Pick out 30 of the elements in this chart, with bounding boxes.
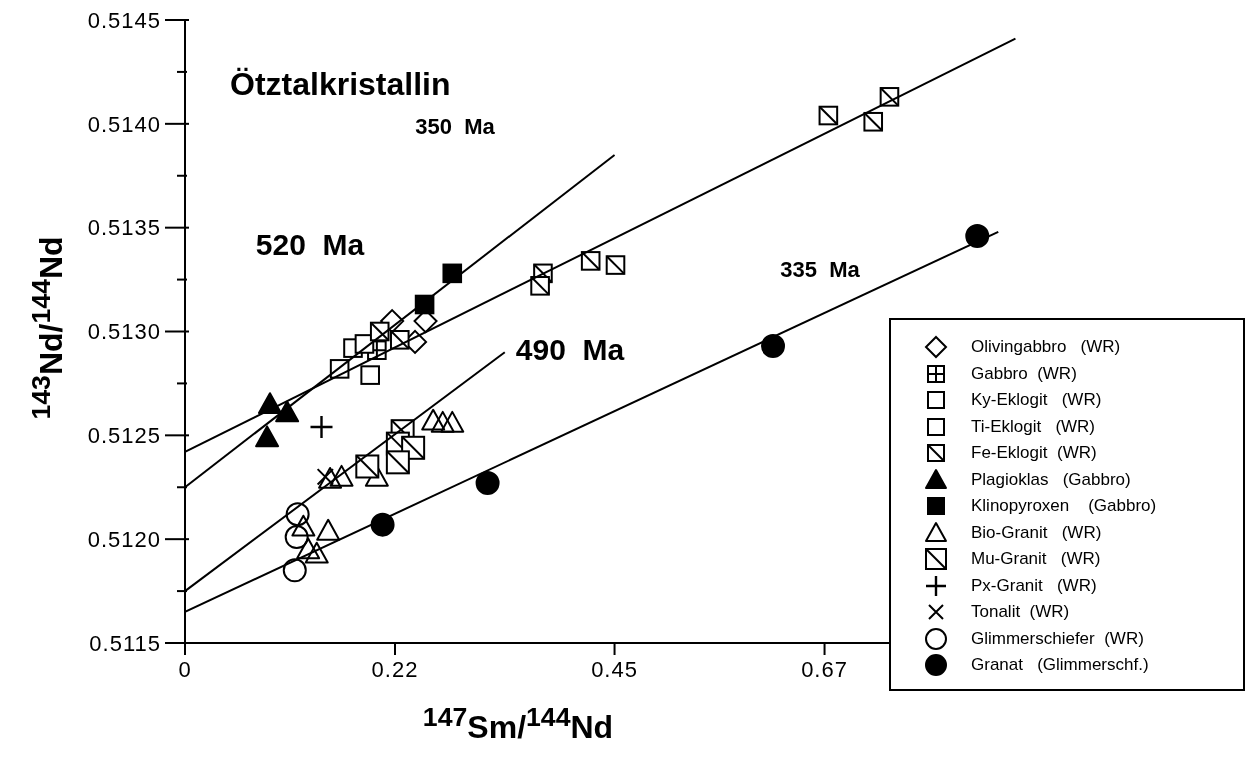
legend-label: Plagioklas (Gabbro) bbox=[971, 469, 1131, 490]
text: Ötztalkristallin bbox=[230, 66, 451, 103]
legend-label: Ky-Eklogit (WR) bbox=[971, 390, 1102, 411]
y-tick-label: 0.5115 bbox=[89, 630, 161, 656]
legend-label: Fe-Eklogit (WR) bbox=[971, 443, 1097, 464]
x-tick-label: 0 bbox=[178, 657, 192, 682]
x-axis-title: $^{147}$Sm/$^{144}$Nd bbox=[422, 702, 614, 746]
y-tick-label: 0.5130 bbox=[87, 319, 161, 345]
annotation: 490 Ma bbox=[515, 333, 625, 367]
legend-label: Px-Granit (WR) bbox=[971, 575, 1097, 596]
x-tick-label: 0.45 bbox=[591, 657, 638, 682]
y-tick-label: 0.5120 bbox=[87, 526, 161, 552]
legend-label: Tonalit (WR) bbox=[971, 602, 1070, 623]
legend-label: Olivingabbro (WR) bbox=[971, 337, 1121, 358]
annotation: 350 Ma bbox=[415, 114, 495, 140]
x-tick-label: 0.67 bbox=[801, 657, 848, 682]
y-tick-label: 0.5140 bbox=[87, 111, 161, 137]
legend-label: Granat (Glimmerschf.) bbox=[971, 655, 1149, 676]
y-tick-label: 0.5145 bbox=[87, 7, 161, 33]
annotation: 335 Ma bbox=[780, 257, 860, 283]
y-tick-label: 0.5125 bbox=[87, 423, 161, 449]
legend-label: Mu-Granit (WR) bbox=[971, 549, 1101, 570]
y-tick-label: 0.5135 bbox=[87, 215, 161, 241]
legend-label: Bio-Granit (WR) bbox=[971, 522, 1102, 543]
legend-label: Gabbro (WR) bbox=[971, 363, 1077, 384]
legend-label: Klinopyroxen (Gabbro) bbox=[971, 496, 1157, 517]
legend-label: Glimmerschiefer (WR) bbox=[971, 628, 1144, 649]
annotation: 520 Ma bbox=[255, 228, 365, 262]
legend-label: Ti-Eklogit (WR) bbox=[971, 416, 1096, 437]
x-tick-label: 0.22 bbox=[371, 657, 419, 682]
